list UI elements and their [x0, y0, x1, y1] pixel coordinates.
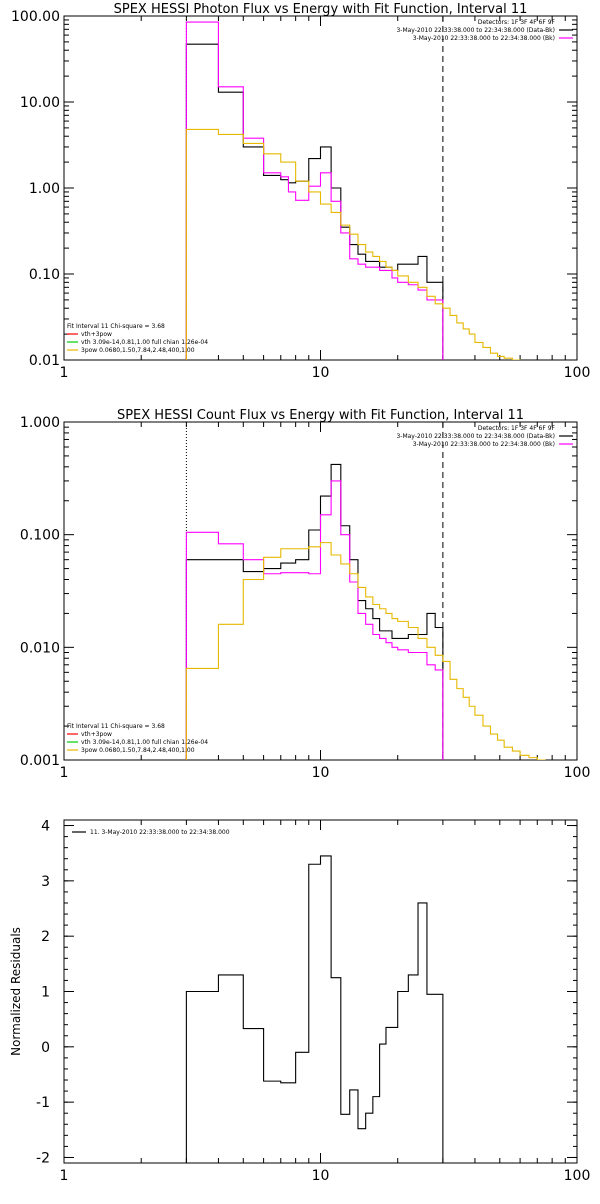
legend-entry: vth 3.09e-14,0.81,1.00 full chian 1.26e-… [81, 339, 208, 346]
y-tick-label: -1 [36, 1095, 50, 1111]
x-tick-label: 10 [312, 1168, 330, 1184]
y-tick-label: 1.000 [20, 415, 60, 431]
y-tick-label: 0.010 [20, 640, 60, 656]
info-line: 3-May-2010 22:33:38.000 to 22:34:38.000 … [396, 433, 555, 440]
legend-entry: vth+3pow [81, 731, 112, 738]
series-line-data-bk [185, 43, 444, 360]
x-tick-label: 1 [60, 365, 69, 381]
info-line: Detectors: 1F 3F 4F 6F 9F [478, 19, 556, 26]
y-tick-label: 0.01 [29, 353, 60, 369]
legend-entry: 3pow 0.0680,1.50,7.84,2.48,400,1.00 [81, 747, 195, 754]
info-line: 3-May-2010 22:33:38.000 to 22:34:38.000 … [413, 441, 555, 448]
chart-panel-2: SPEX HESSI Count Flux vs Energy with Fit… [20, 408, 590, 781]
y-tick-label: 1.00 [29, 181, 60, 197]
series-line-bk [185, 21, 444, 360]
legend-entry: vth+3pow [81, 331, 112, 338]
x-tick-label: 100 [564, 765, 591, 781]
series-group [185, 463, 546, 760]
series-line-data-bk [185, 463, 444, 760]
plot-frame [63, 421, 578, 761]
legend-header: Fit Interval 11 Chi-square = 3.68 [67, 723, 165, 730]
x-tick-label: 100 [564, 1168, 591, 1184]
x-tick-label: 100 [564, 365, 591, 381]
x-tick-label: 10 [312, 765, 330, 781]
legend-entry: vth 3.09e-14,0.81,1.00 full chian 1.26e-… [81, 739, 208, 746]
plot-frame [63, 15, 578, 361]
y-tick-label: 0.10 [29, 267, 60, 283]
info-line: Detectors: 1F 3F 4F 6F 9F [478, 425, 556, 432]
x-tick-label: 10 [312, 365, 330, 381]
y-tick-label: -2 [36, 1150, 50, 1166]
series-line-11-3-may-2010-22-33-38-000-to-22-34-38-000 [185, 855, 444, 1163]
series-group [185, 855, 444, 1163]
legend-entry: 11. 3-May-2010 22:33:38.000 to 22:34:38.… [90, 829, 230, 836]
x-tick-label: 1 [60, 1168, 69, 1184]
chart-panel-1: SPEX HESSI Photon Flux vs Energy with Fi… [11, 2, 590, 381]
y-axis-label: Normalized Residuals [9, 927, 23, 1056]
series-line-vth-3pow [185, 542, 546, 760]
y-tick-label: 10.00 [20, 95, 60, 111]
info-line: 3-May-2010 22:33:38.000 to 22:34:38.000 … [396, 27, 555, 34]
y-tick-label: 4 [41, 819, 50, 835]
y-tick-label: 3 [41, 874, 50, 890]
y-tick-label: 0 [41, 1040, 50, 1056]
y-tick-label: 0.001 [20, 753, 60, 769]
chart-panel-3: 1 10 100 -2 -1 0 1 2 3 4 Normalized Residuals 11. 3… [9, 819, 590, 1184]
chart-title: SPEX HESSI Photon Flux vs Energy with Fi… [114, 2, 528, 17]
legend-header: Fit Interval 11 Chi-square = 3.68 [67, 323, 165, 330]
legend-entry: 3pow 0.0680,1.50,7.84,2.48,400,1.00 [81, 347, 195, 354]
series-group [185, 21, 521, 360]
y-tick-label: 0.100 [20, 528, 60, 544]
series-line-vth-3pow [185, 128, 521, 360]
x-tick-label: 1 [60, 765, 69, 781]
y-tick-label: 2 [41, 929, 50, 945]
info-line: 3-May-2010 22:33:38.000 to 22:34:38.000 … [413, 35, 555, 42]
series-line-bk [185, 480, 444, 760]
plot-frame [63, 819, 578, 1164]
chart-title: SPEX HESSI Count Flux vs Energy with Fit… [117, 408, 524, 423]
y-tick-label: 1 [41, 985, 50, 1001]
y-tick-label: 100.00 [11, 9, 60, 25]
